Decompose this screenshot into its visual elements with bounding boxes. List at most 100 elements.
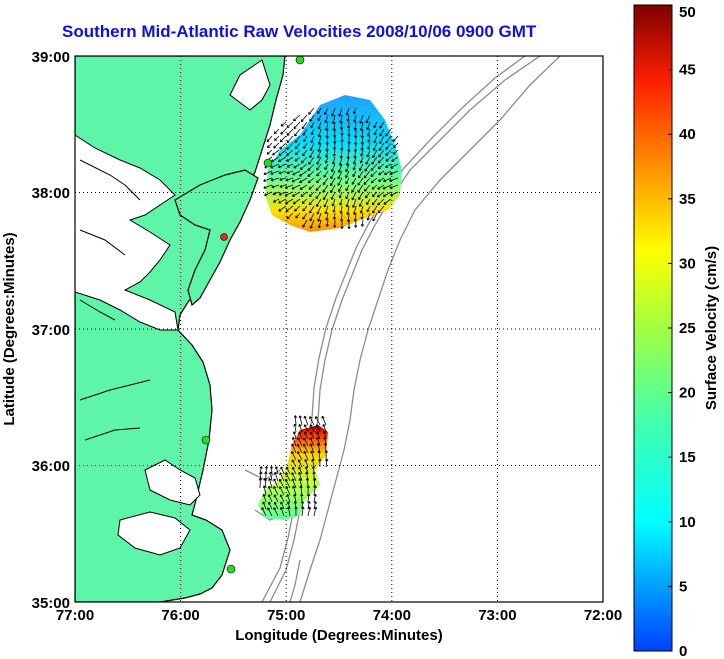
velocity-arrow xyxy=(352,170,357,178)
velocity-arrow xyxy=(385,135,392,144)
colorbar-label: Surface Velocity (cm/s) xyxy=(703,246,720,410)
velocity-arrow xyxy=(279,494,285,503)
colorbar xyxy=(633,4,673,652)
velocity-arrow xyxy=(303,424,309,433)
velocity-arrow xyxy=(366,198,371,205)
velocity-arrow xyxy=(330,191,336,200)
velocity-arrow xyxy=(325,458,329,468)
velocity-arrow xyxy=(378,149,385,158)
velocity-arrow xyxy=(309,443,315,454)
velocity-arrow xyxy=(351,177,357,185)
site-marker xyxy=(226,564,236,574)
velocity-arrow xyxy=(273,128,280,135)
velocity-arrow xyxy=(372,212,378,222)
velocity-arrow xyxy=(291,478,297,489)
velocity-arrow xyxy=(359,114,364,124)
velocity-arrow xyxy=(340,135,344,143)
velocity-arrow xyxy=(345,198,350,208)
velocity-arrow xyxy=(383,198,392,205)
velocity-arrow xyxy=(297,459,303,468)
velocity-arrow xyxy=(258,477,263,489)
velocity-arrow xyxy=(352,107,357,115)
velocity-arrow xyxy=(345,156,350,166)
velocity-arrow xyxy=(296,443,303,454)
velocity-arrow xyxy=(268,471,273,482)
velocity-arrow xyxy=(267,485,273,496)
velocity-arrow xyxy=(301,121,308,130)
velocity-arrow xyxy=(325,219,330,227)
velocity-arrow xyxy=(316,431,321,440)
velocity-arrow xyxy=(299,170,308,177)
velocity-arrow xyxy=(385,156,392,162)
velocity-arrow xyxy=(280,128,287,135)
velocity-arrow xyxy=(371,191,378,197)
velocity-arrow xyxy=(332,205,336,213)
velocity-arrow xyxy=(279,486,285,496)
velocity-arrow xyxy=(309,149,315,159)
colorbar-tick-label: 45 xyxy=(679,62,696,79)
velocity-arrow xyxy=(324,149,329,158)
velocity-arrow xyxy=(278,198,287,204)
colorbar-tick-label: 50 xyxy=(679,4,696,21)
velocity-arrow xyxy=(345,107,350,116)
velocity-arrow xyxy=(286,163,294,168)
velocity-arrow xyxy=(273,478,279,489)
velocity-arrow xyxy=(310,121,315,129)
velocity-arrow xyxy=(294,506,298,517)
velocity-arrow xyxy=(278,149,287,156)
sound-water xyxy=(117,511,191,556)
velocity-arrow xyxy=(279,142,287,150)
velocity-arrow xyxy=(270,177,280,182)
velocity-arrow xyxy=(291,191,301,197)
velocity-arrow xyxy=(332,142,337,150)
velocity-arrow xyxy=(300,156,308,164)
velocity-arrow xyxy=(297,437,303,447)
velocity-arrow xyxy=(278,163,287,169)
velocity-arrow xyxy=(358,170,364,179)
velocity-arrow xyxy=(263,184,273,190)
velocity-arrow xyxy=(331,114,336,125)
velocity-arrow xyxy=(337,170,343,180)
velocity-arrow xyxy=(293,114,301,122)
velocity-arrow xyxy=(302,205,308,212)
velocity-arrow xyxy=(317,107,322,114)
velocity-arrow xyxy=(316,177,322,184)
velocity-arrow xyxy=(338,156,343,166)
velocity-arrow xyxy=(353,114,357,123)
velocity-arrow xyxy=(370,163,378,171)
velocity-arrow xyxy=(291,436,297,447)
velocity-arrow xyxy=(291,177,301,183)
velocity-arrow xyxy=(322,191,329,201)
velocity-arrow xyxy=(303,450,309,461)
velocity-arrow xyxy=(298,466,303,475)
velocity-arrow xyxy=(262,501,267,510)
velocity-arrow xyxy=(300,493,304,503)
velocity-arrow xyxy=(302,443,309,454)
velocity-arrow xyxy=(269,466,274,475)
velocity-arrow xyxy=(300,114,308,123)
velocity-arrow xyxy=(377,198,385,206)
velocity-arrow xyxy=(299,177,308,184)
plot-frame xyxy=(74,55,604,603)
velocity-arrow xyxy=(315,416,321,426)
velocity-arrow xyxy=(330,163,336,172)
x-tick-label: 76:00 xyxy=(161,607,199,624)
velocity-arrow xyxy=(358,191,364,200)
velocity-arrow xyxy=(315,198,322,207)
velocity-arrow xyxy=(371,184,378,190)
velocity-arrow xyxy=(331,198,336,207)
velocity-arrow xyxy=(273,501,279,510)
velocity-arrow xyxy=(302,212,308,220)
y-tick-label: 35:00 xyxy=(32,595,70,612)
velocity-arrow xyxy=(317,212,322,222)
velocity-arrow xyxy=(347,219,351,230)
velocity-arrow xyxy=(306,485,310,496)
velocity-arrow xyxy=(274,466,279,475)
velocity-arrow xyxy=(280,501,285,510)
velocity-arrow xyxy=(322,177,329,186)
velocity-arrow xyxy=(310,128,315,136)
velocity-arrow xyxy=(345,170,350,179)
grid-lines xyxy=(75,56,603,602)
velocity-arrow xyxy=(340,219,344,230)
velocity-arrow xyxy=(308,107,315,115)
